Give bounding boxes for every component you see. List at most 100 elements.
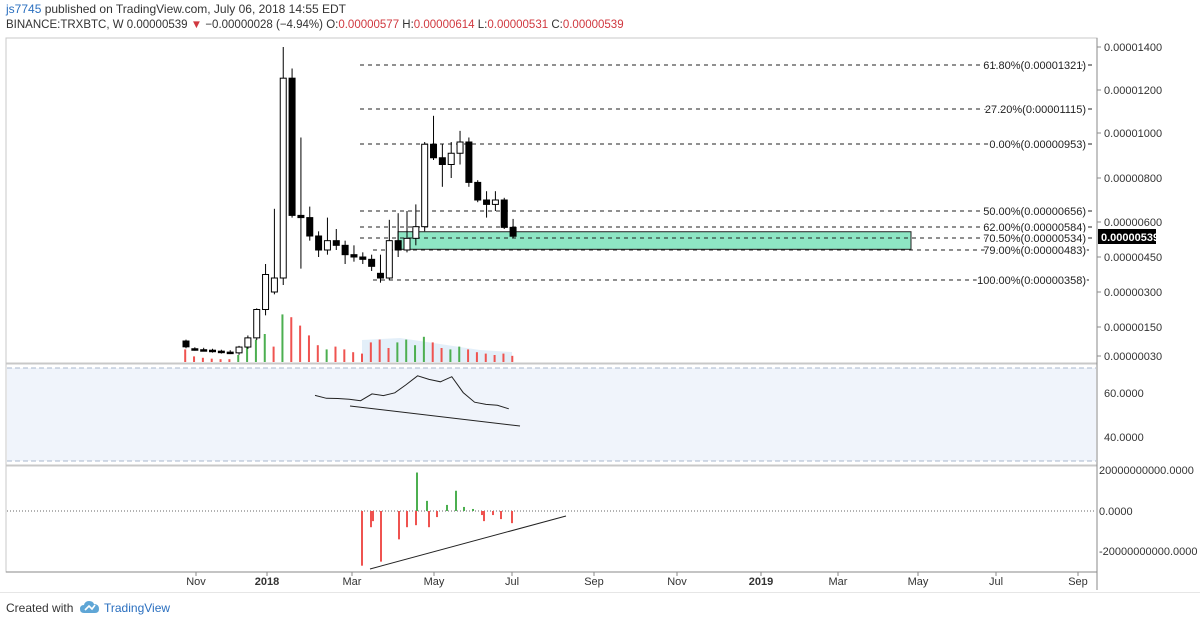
support-zone[interactable] xyxy=(397,231,912,250)
volume-bar xyxy=(316,345,319,362)
volume-bar xyxy=(405,339,408,362)
candle-down xyxy=(217,350,225,354)
time-axis-label: Jul xyxy=(505,576,519,588)
volume-bar xyxy=(475,352,478,362)
price-axis-label: 0.00000600 xyxy=(1104,217,1162,229)
histogram-bar xyxy=(472,508,474,511)
histogram-bar xyxy=(416,472,418,511)
volume-bar xyxy=(458,346,461,362)
price-axis-label: 0.00000300 xyxy=(1104,287,1162,299)
candle-down xyxy=(209,349,217,353)
publish-info: js7745 published on TradingView.com, Jul… xyxy=(6,2,346,16)
histogram-bar xyxy=(455,490,457,511)
candle-up xyxy=(279,77,287,279)
time-axis-label: Nov xyxy=(667,576,687,588)
high-value: 0.00000614 xyxy=(413,19,475,31)
candle-down xyxy=(306,217,314,237)
chart-area[interactable]: 61.80%(0.00001321) 27.20%(0.00001115) 0.00… xyxy=(0,36,1200,592)
histogram-trendline[interactable] xyxy=(369,515,567,570)
rsi-trendline[interactable] xyxy=(349,405,521,427)
ohlc-legend: BINANCE:TRXBTC, W 0.00000539 ▼ −0.000000… xyxy=(6,19,624,31)
volume-bar xyxy=(219,359,222,362)
oscillator-layer xyxy=(314,375,509,410)
histogram-bar xyxy=(492,511,494,516)
candle-up xyxy=(235,346,243,354)
time-axis-label: May xyxy=(424,576,445,588)
candle-down xyxy=(483,199,491,205)
high-label: H: xyxy=(402,19,414,31)
histogram-bar xyxy=(415,511,417,526)
candle-up xyxy=(447,152,455,165)
price-axis-label: 0.00000800 xyxy=(1104,173,1162,185)
volume-bar xyxy=(378,339,381,362)
histogram-axis-label: 20000000000.0000 xyxy=(1099,465,1194,477)
low-value: 0.00000531 xyxy=(487,19,549,31)
volume-bar xyxy=(193,356,196,362)
oscillator-axis-label: 60.0000 xyxy=(1104,388,1144,400)
histogram-bar xyxy=(370,511,372,528)
price-axis-label: 0.00000030 xyxy=(1104,351,1162,363)
volume-bar xyxy=(263,334,266,362)
volume-bar xyxy=(290,317,293,362)
candle-up xyxy=(262,274,270,310)
chart-svg[interactable]: 61.80%(0.00001321)27.20%(0.00001115)0.00… xyxy=(0,36,1200,592)
zone-layer xyxy=(397,231,912,250)
volume-bar xyxy=(325,349,328,362)
candle-down xyxy=(332,240,340,246)
fib-label: 100.00%(0.00000358) xyxy=(977,275,1086,287)
volume-bar xyxy=(272,346,275,362)
tradingview-cloud-icon xyxy=(79,599,101,620)
candle-down xyxy=(182,340,190,348)
volume-bar xyxy=(361,353,363,362)
fib-label: 0.00%(0.00000953) xyxy=(989,139,1086,151)
histogram-layer xyxy=(361,472,513,566)
volume-bar xyxy=(352,352,355,362)
volume-bar xyxy=(184,349,187,362)
candle-up xyxy=(244,337,252,348)
histogram-bar xyxy=(361,511,363,566)
volume-ma-area xyxy=(362,338,512,362)
close-label: C: xyxy=(551,19,563,31)
candle-down xyxy=(500,199,508,228)
volume-bar xyxy=(502,353,505,362)
volume-bar xyxy=(431,342,434,362)
histogram-bar xyxy=(428,511,430,528)
symbol-label[interactable]: BINANCE:TRXBTC, W xyxy=(6,19,124,31)
volume-bar xyxy=(246,346,249,362)
price-change: −0.00000028 (−4.94%) xyxy=(205,19,323,31)
rsi-band xyxy=(7,368,1096,461)
volume-bar xyxy=(511,355,514,362)
candle-down xyxy=(465,141,473,183)
candle-layer xyxy=(182,47,517,355)
time-axis-label: Sep xyxy=(1068,576,1088,588)
time-axis-label: Sep xyxy=(584,576,604,588)
time-axis-label: 2018 xyxy=(255,576,279,588)
fib-layer: 61.80%(0.00001321) 27.20%(0.00001115) 0.00… xyxy=(360,59,1092,289)
volume-bar xyxy=(493,355,496,362)
candle-down xyxy=(350,254,358,258)
candle-up xyxy=(421,143,429,228)
candle-up xyxy=(385,240,393,279)
volume-bar xyxy=(210,358,213,362)
fib-label: 27.20%(0.00001115) xyxy=(985,104,1086,116)
candle-up xyxy=(253,309,261,339)
volume-bar xyxy=(396,342,399,362)
publish-text: published on TradingView.com, July 06, 2… xyxy=(41,2,347,16)
price-axis-label: 0.00000450 xyxy=(1104,252,1162,264)
candle-up xyxy=(323,240,331,251)
histogram-bar xyxy=(481,511,483,516)
fib-label: 62.00%(0.00000584) xyxy=(983,222,1086,234)
candle-down xyxy=(376,272,384,279)
author-link[interactable]: js7745 xyxy=(6,2,42,16)
tradingview-link[interactable]: TradingView xyxy=(104,601,171,615)
histogram-bar xyxy=(436,511,438,518)
volume-bar xyxy=(449,349,452,362)
last-price-tag-text: 0.00000539 xyxy=(1101,232,1159,244)
volume-bar xyxy=(299,325,302,362)
candle-down xyxy=(191,348,199,351)
histogram-bar xyxy=(446,504,448,511)
fib-label: 70.50%(0.00000534) xyxy=(983,233,1086,245)
volume-bar xyxy=(307,335,310,362)
candle-down xyxy=(509,226,517,237)
oscillator-axis-label: 40.0000 xyxy=(1104,432,1144,444)
